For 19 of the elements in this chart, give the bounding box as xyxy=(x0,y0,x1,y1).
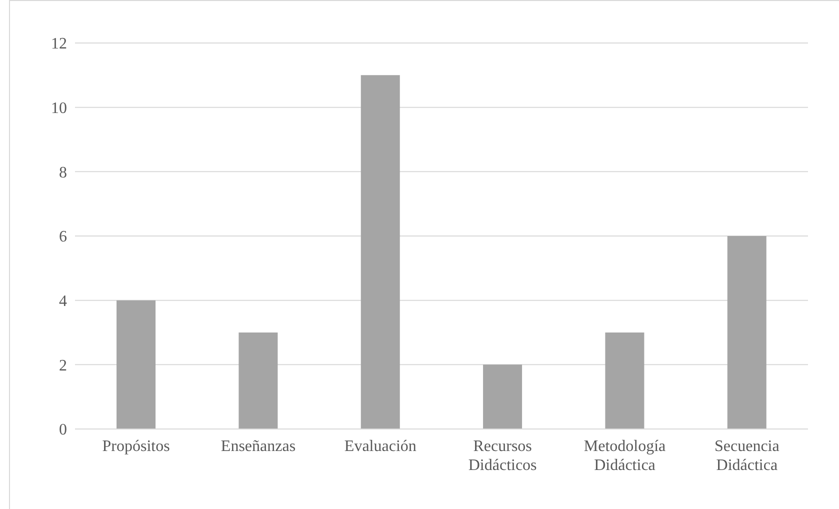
x-tick-label: Evaluación xyxy=(344,438,416,455)
bar xyxy=(360,75,400,429)
bar xyxy=(116,300,156,429)
y-tick-label: 8 xyxy=(59,164,67,182)
y-tick-label: 4 xyxy=(59,293,67,310)
x-tick-label: Secuencia Didáctica xyxy=(714,438,780,474)
x-tick-label: Metodología Didáctica xyxy=(584,438,666,474)
y-tick-label: 6 xyxy=(59,228,67,246)
x-tick-label: Enseñanzas xyxy=(220,438,296,455)
bar xyxy=(238,332,278,429)
y-tick-label: 10 xyxy=(51,100,67,118)
bar xyxy=(727,236,766,429)
bar xyxy=(483,364,522,429)
y-tick-label: 12 xyxy=(51,36,67,53)
x-tick-label: Recursos Didácticos xyxy=(468,438,537,474)
x-tick-label: Propósitos xyxy=(102,438,170,455)
y-tick-label: 0 xyxy=(59,422,67,439)
y-tick-label: 2 xyxy=(59,357,67,374)
bar xyxy=(605,332,644,429)
